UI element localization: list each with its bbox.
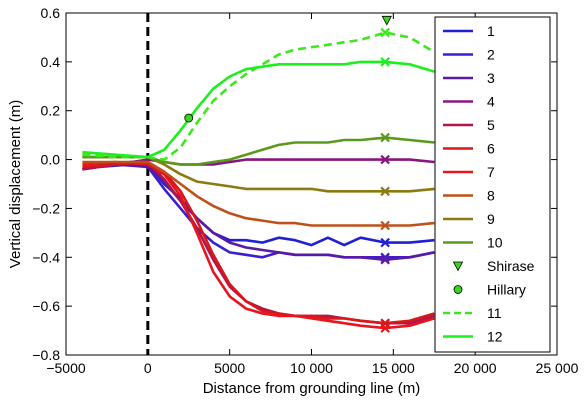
x-tick-label: 15 000: [372, 360, 415, 376]
legend-item: 1: [443, 23, 495, 39]
legend-label: 3: [487, 70, 495, 86]
series-marker-8: [380, 220, 390, 231]
legend-label: 12: [487, 329, 503, 345]
legend-item: 6: [443, 141, 495, 157]
x-tick-label: 5000: [214, 360, 245, 376]
x-tick-label: 25 000: [536, 360, 579, 376]
series-marker-9: [380, 186, 390, 197]
data-layer: [82, 13, 435, 355]
axes: −5000 0 5000 10 000 15 000 20 000 25 000 −0.8 −0…: [32, 5, 578, 376]
legend-label: 5: [487, 117, 495, 133]
legend-item: 10: [443, 235, 503, 251]
x-tick-label: 10 000: [290, 360, 333, 376]
series-line-10: [82, 136, 435, 166]
legend-label: 9: [487, 211, 495, 227]
series-line-8: [82, 160, 435, 227]
legend-label: 1: [487, 23, 495, 39]
legend-item: 2: [443, 47, 495, 63]
series-line-9: [82, 155, 435, 193]
legend-item: 4: [443, 94, 495, 110]
y-tick-label: 0.2: [41, 103, 61, 119]
legend-item: 11: [443, 305, 502, 321]
legend-label: 7: [487, 164, 495, 180]
legend-item: 5: [443, 117, 495, 133]
y-tick-label: −0.8: [32, 347, 60, 363]
legend-item: 7: [443, 164, 495, 180]
series-line-1: [98, 160, 435, 247]
x-tick-label: 20 000: [454, 360, 497, 376]
series-marker-3: [380, 254, 390, 265]
legend-label: 6: [487, 141, 495, 157]
series-marker-4: [380, 154, 390, 165]
legend-item: Shirase: [452, 258, 535, 274]
series-marker-10: [380, 132, 390, 143]
series-marker-7: [380, 323, 390, 333]
series-line-11: [82, 31, 435, 161]
y-tick-label: −0.4: [32, 249, 60, 265]
legend-box: [434, 16, 551, 353]
series-line-12: [82, 60, 435, 159]
series-marker-11: [380, 27, 390, 38]
x-tick-label: 0: [144, 360, 152, 376]
point-hillary: [184, 113, 194, 123]
y-tick-label: −0.2: [32, 200, 60, 216]
legend-label: 4: [487, 94, 495, 110]
legend-label: 8: [487, 188, 495, 204]
series-marker-12: [380, 57, 390, 67]
x-axis-label: Distance from grounding line (m): [203, 380, 421, 397]
y-tick-label: 0.0: [41, 152, 61, 168]
legend-item: 9: [443, 211, 495, 227]
legend-label: 10: [487, 235, 503, 251]
series-line-3: [82, 163, 435, 262]
legend-swatch: [453, 285, 463, 294]
legend-label: 2: [487, 47, 495, 63]
legend-item: Hillary: [453, 282, 526, 298]
series-line-7: [82, 160, 435, 330]
legend-item: 8: [443, 188, 495, 204]
y-tick-label: −0.6: [32, 298, 60, 314]
legend-label: 11: [487, 305, 502, 321]
y-tick-label: 0.6: [41, 5, 61, 21]
series-marker-1: [380, 237, 390, 248]
y-axis-label: Vertical displacement (m): [7, 100, 24, 268]
legend-item: 3: [443, 70, 495, 86]
legend-label: Shirase: [487, 258, 535, 274]
y-tick-label: 0.4: [41, 54, 61, 70]
legend-swatch: [452, 261, 464, 272]
legend-label: Hillary: [487, 282, 526, 298]
x-tick-label: −5000: [46, 360, 86, 376]
point-shirase: [381, 15, 392, 26]
legend-item: 12: [443, 329, 503, 345]
